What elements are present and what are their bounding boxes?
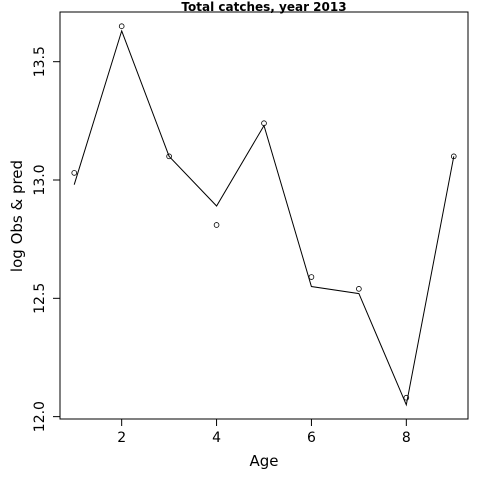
y-tick-label: 13.0 [32, 164, 48, 195]
observed-point [71, 170, 78, 176]
plot-frame [59, 11, 469, 420]
observed-point [118, 23, 125, 29]
x-axis-label: Age [249, 452, 278, 470]
y-tick-label: 12.0 [32, 401, 48, 432]
x-tick-label: 4 [212, 430, 221, 446]
observed-point [213, 222, 220, 228]
y-axis-label: log Obs & pred [8, 160, 26, 272]
observed-point [308, 274, 315, 280]
chart-title: Total catches, year 2013 [181, 0, 346, 14]
x-axis: 2 4 6 8 [117, 418, 411, 446]
y-tick-label: 13.5 [32, 46, 48, 77]
x-tick-label: 8 [402, 430, 411, 446]
predicted-line [73, 29, 455, 407]
x-tick-label: 6 [307, 430, 316, 446]
observed-point [166, 153, 172, 160]
observed-point [261, 120, 267, 127]
y-axis: 12.0 12.5 13.0 13.5 [32, 46, 61, 432]
observed-point [403, 394, 410, 401]
x-tick-label: 2 [117, 430, 126, 446]
observed-point [450, 153, 457, 160]
series-layer [71, 23, 457, 407]
y-tick-label: 12.5 [32, 283, 48, 314]
observed-point [356, 286, 362, 292]
